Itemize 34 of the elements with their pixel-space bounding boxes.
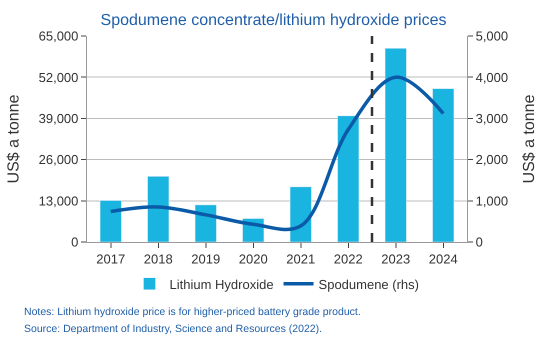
y-tick-label: 0 [71,234,78,250]
x-tick-label: 2019 [191,252,220,267]
bar [147,176,170,242]
x-tick-label: 2023 [381,252,410,267]
bar [194,204,217,242]
legend-label: Lithium Hydroxide [170,276,274,292]
x-tick-label: 2018 [144,252,173,267]
bar [337,116,360,242]
text: Notes: Lithium hydroxide price is for higher-priced battery grade product. [24,306,361,318]
x-tick-label: 2020 [238,252,268,267]
chart-title: Spodumene concentrate/lithium hydroxide prices [100,12,446,29]
bar [100,200,122,242]
y-tick-label: 39,000 [38,110,78,126]
bar [290,186,312,242]
x-tick-label: 2022 [334,252,363,267]
bar [432,88,454,242]
source-note: Source: Department of Industry, Science and Resources (2022). [24,323,322,335]
y2-tick-label: 3,000 [476,110,508,126]
y2-tick-label: 2,000 [476,152,508,168]
y-tick-label: 26,000 [38,152,78,168]
y2-axis-title: US$ a tonne [520,94,538,184]
y2-tick-label: 0 [476,234,483,250]
y2-tick-label: 4,000 [476,70,508,85]
y-tick-label: 65,000 [38,28,78,44]
x-tick-label: 2021 [286,252,316,267]
y-tick-label: 13,000 [38,193,78,208]
y-axis-title: US$ a tonne [6,94,23,184]
y-tick-label: 52,000 [38,70,78,85]
x-tick-label: 2024 [428,252,458,267]
legend-label: Spodumene (rhs) [318,276,419,292]
bar [384,48,407,242]
y2-tick-label: 1,000 [476,193,508,208]
x-tick-label: 2017 [96,252,126,267]
y2-tick-label: 5,000 [476,28,508,44]
